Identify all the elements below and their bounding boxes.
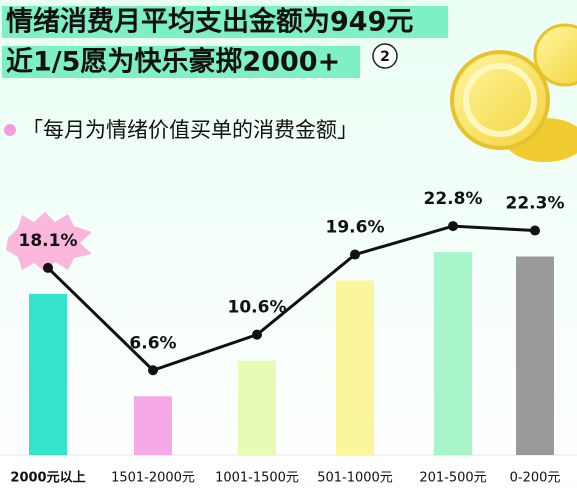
x-tick-label: 2000元以上 xyxy=(10,471,85,486)
badge-circle xyxy=(372,43,398,69)
chart-label: 「每月为情绪价值买单的消费金额」 xyxy=(22,118,358,142)
point xyxy=(530,225,540,236)
x-tick-label: 501-1000元 xyxy=(317,471,393,486)
x-tick-label: 201-500元 xyxy=(419,471,486,486)
value-label: 10.6% xyxy=(228,298,287,318)
coins xyxy=(450,23,577,162)
value-label: 6.6% xyxy=(129,333,176,353)
point xyxy=(252,329,262,340)
bullet xyxy=(4,124,16,136)
point xyxy=(448,221,458,232)
bar xyxy=(434,252,472,455)
badge: 2 xyxy=(380,49,390,65)
bar xyxy=(134,396,172,455)
value-label: 22.8% xyxy=(424,189,483,209)
line xyxy=(46,224,536,372)
subtitle-highlight xyxy=(2,46,360,78)
value-label: 22.3% xyxy=(506,194,565,214)
x-tick-label: 1001-1500元 xyxy=(215,471,299,486)
highlight-burst xyxy=(6,212,92,272)
bar xyxy=(516,256,554,455)
point xyxy=(350,249,360,260)
bar xyxy=(336,280,374,455)
subtitle: 近1/5愿为快乐豪掷2000+ xyxy=(6,46,340,78)
point xyxy=(148,365,158,376)
bar xyxy=(238,360,276,455)
title: 情绪消费月平均支出金额为949元 xyxy=(6,6,413,38)
x-tick-label: 0-200元 xyxy=(510,471,561,486)
value-label: 18.1% xyxy=(19,231,78,251)
title-highlight xyxy=(2,6,448,38)
x-tick-label: 1501-2000元 xyxy=(111,471,195,486)
bar xyxy=(29,293,67,455)
point xyxy=(43,262,53,273)
value-label: 19.6% xyxy=(326,218,385,238)
